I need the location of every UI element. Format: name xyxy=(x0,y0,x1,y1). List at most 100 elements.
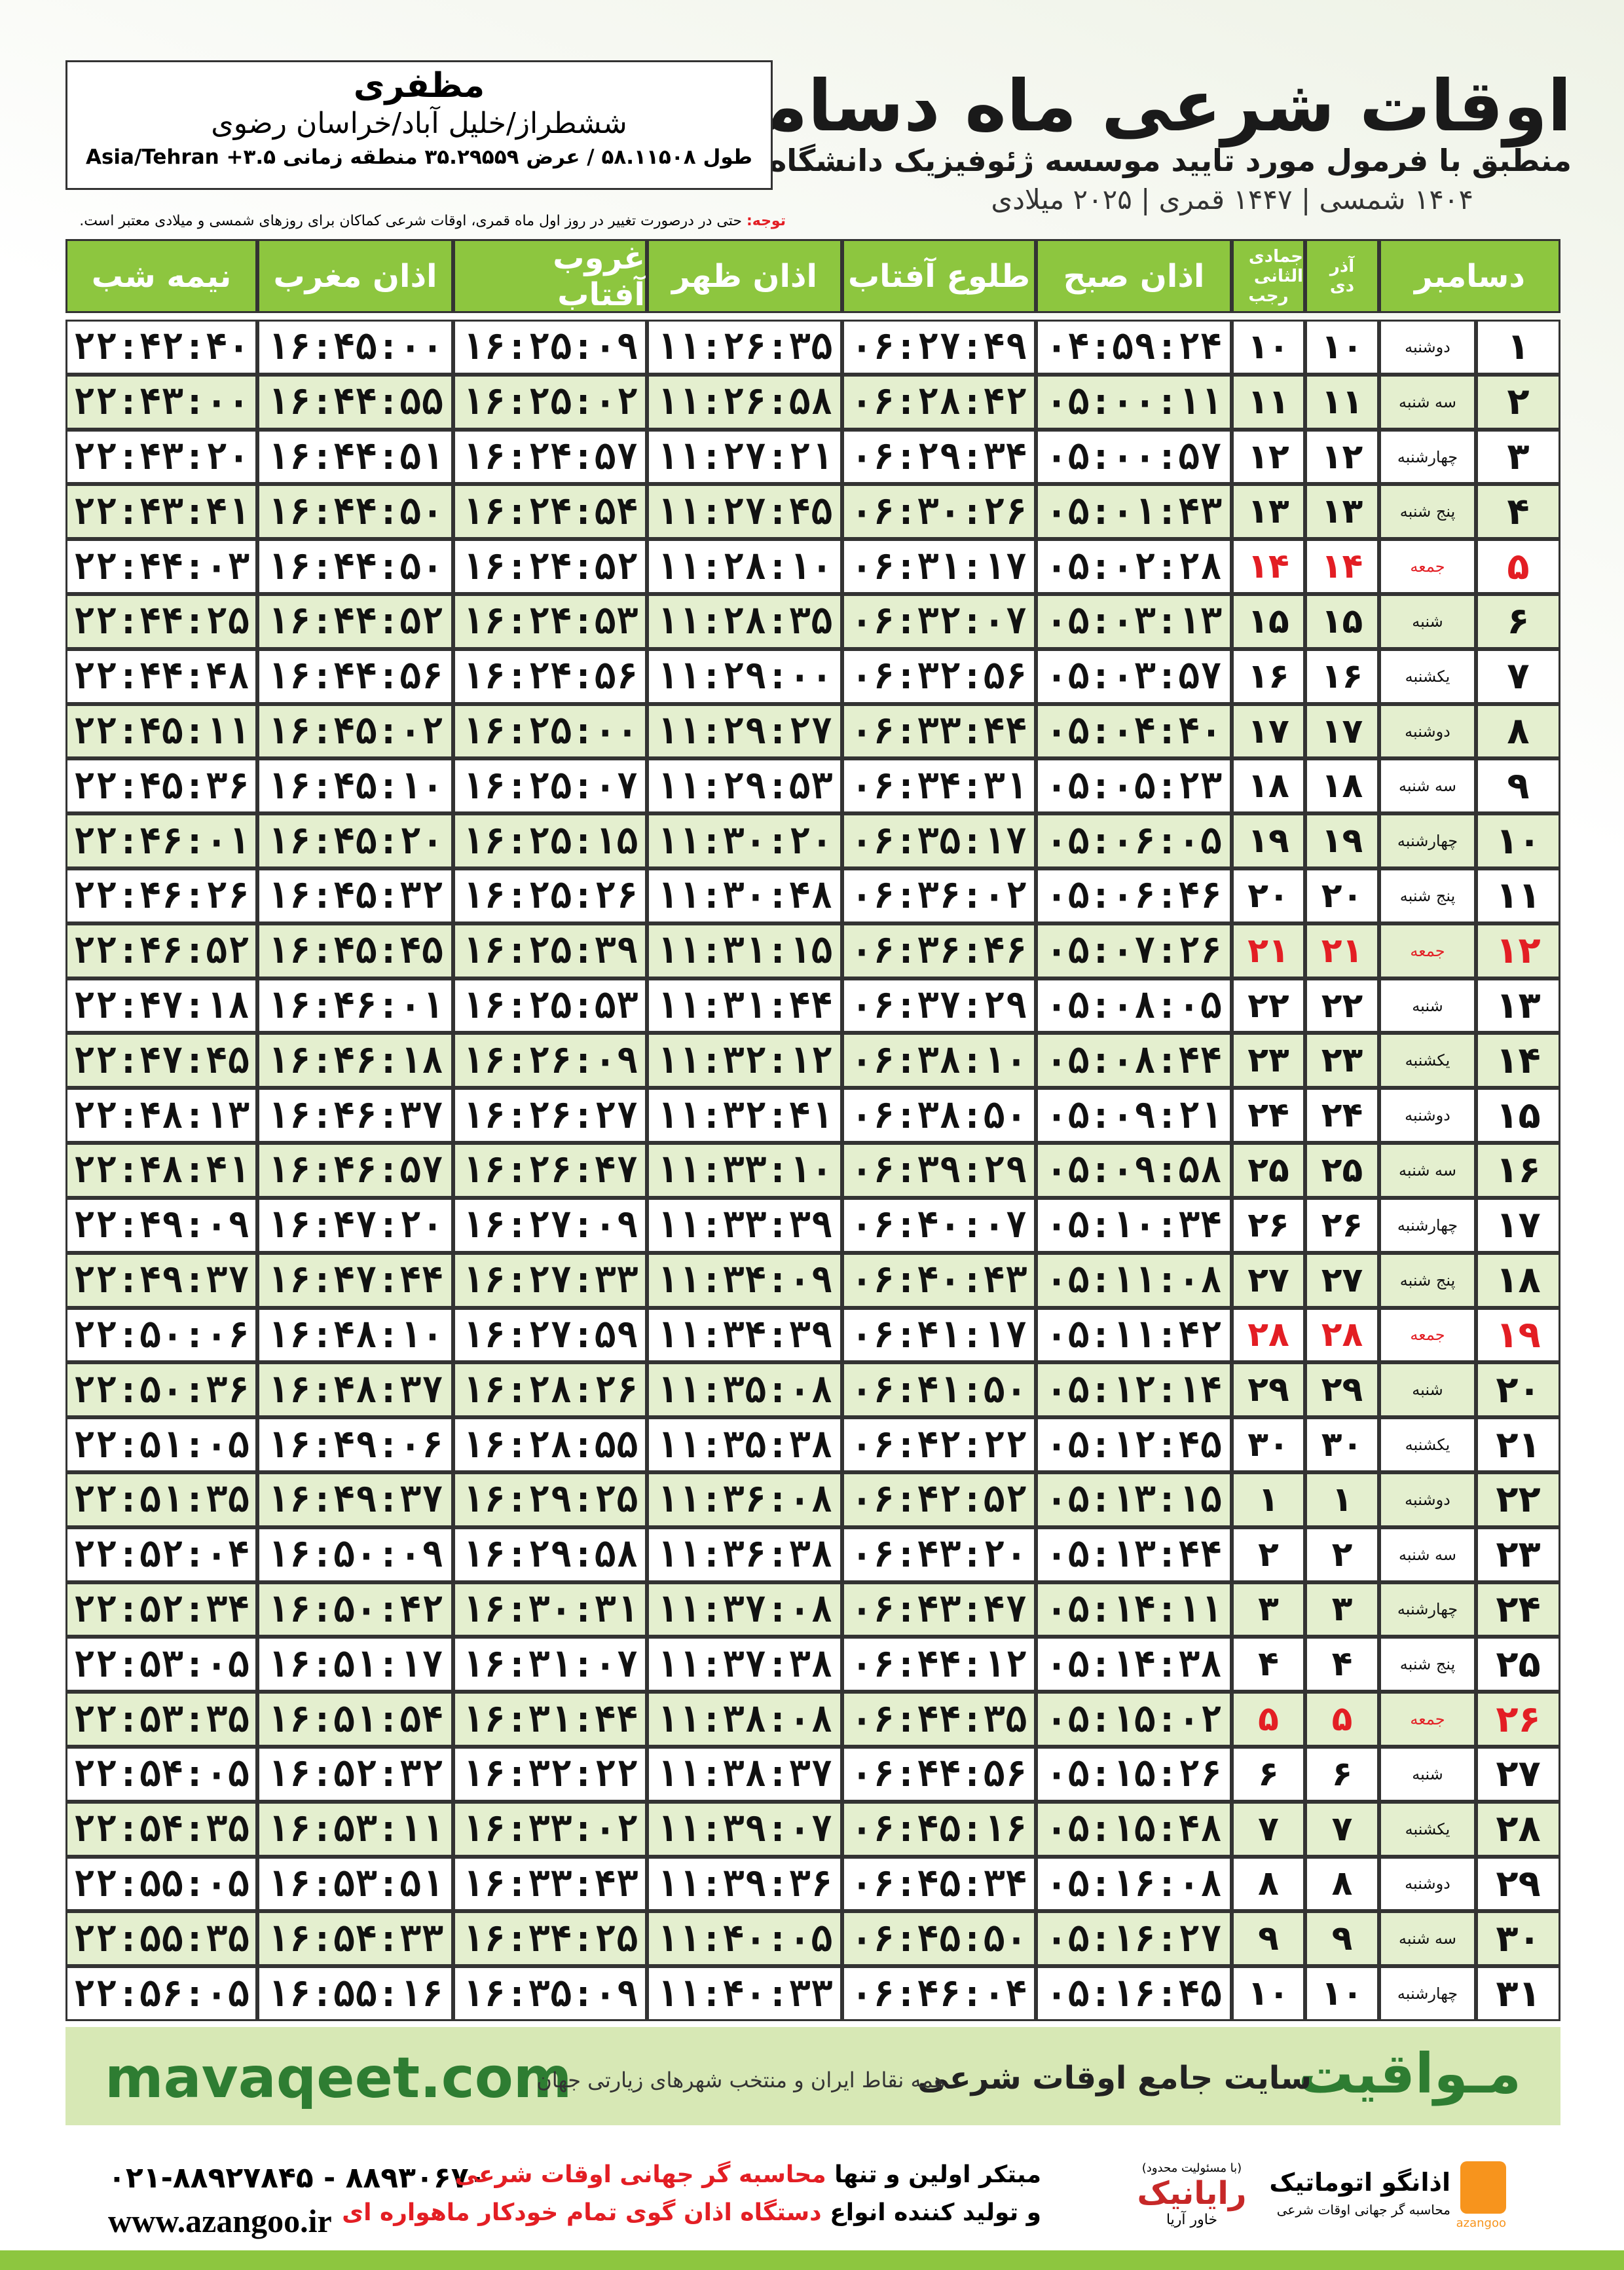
day: ۱۴ xyxy=(1476,1033,1560,1088)
time: ۱۶:۴۹:۳۷ xyxy=(257,1472,453,1527)
weekday: سه شنبه xyxy=(1379,1527,1476,1582)
time: ۱۱:۲۹:۵۳ xyxy=(647,758,842,814)
time: ۱۶:۲۵:۰۲ xyxy=(453,374,647,430)
shamsi-day: ۹ xyxy=(1305,1911,1379,1967)
header-label: آذر xyxy=(1329,256,1355,276)
shamsi-day: ۵ xyxy=(1305,1692,1379,1747)
time: ۰۶:۳۵:۱۷ xyxy=(842,813,1036,869)
time: ۱۱:۳۹:۳۶ xyxy=(647,1856,842,1912)
shamsi-day: ۲۸ xyxy=(1305,1307,1379,1363)
weekday: سه شنبه xyxy=(1379,1911,1476,1967)
time: ۰۵:۰۱:۴۳ xyxy=(1036,484,1232,540)
hijri-day: ۱۳ xyxy=(1232,484,1305,540)
tagline: سایت جامع اوقات شرعی xyxy=(917,2060,1312,2096)
weekday: جمعه xyxy=(1379,1692,1476,1747)
hijri-day: ۲ xyxy=(1232,1527,1305,1582)
time: ۱۶:۲۵:۳۹ xyxy=(453,923,647,978)
weekday: سه شنبه xyxy=(1379,1143,1476,1198)
time: ۲۲:۵۵:۳۵ xyxy=(65,1911,257,1967)
header-label: رجب xyxy=(1248,286,1289,306)
hijri-day: ۲۰ xyxy=(1232,868,1305,923)
time: ۲۲:۴۷:۱۸ xyxy=(65,978,257,1033)
day: ۱۱ xyxy=(1476,868,1560,923)
weekday: شنبه xyxy=(1379,1362,1476,1418)
hijri-day: ۹ xyxy=(1232,1911,1305,1967)
day: ۱ xyxy=(1476,320,1560,375)
shamsi-day: ۲۴ xyxy=(1305,1088,1379,1144)
time: ۱۱:۲۶:۳۵ xyxy=(647,320,842,375)
time: ۰۵:۱۶:۲۷ xyxy=(1036,1911,1232,1967)
location-box: مظفری ششطراز/خلیل آباد/خراسان رضوی طول ۵… xyxy=(65,60,773,190)
time: ۲۲:۵۳:۰۵ xyxy=(65,1637,257,1692)
time: ۱۶:۵۱:۱۷ xyxy=(257,1637,453,1692)
note-label: توجه: xyxy=(746,213,786,229)
header-time: طلوع آفتاب xyxy=(842,239,1036,313)
time: ۰۴:۵۹:۲۴ xyxy=(1036,320,1232,375)
shamsi-day: ۳ xyxy=(1305,1582,1379,1637)
time: ۱۶:۲۴:۵۴ xyxy=(453,484,647,540)
hijri-day: ۴ xyxy=(1232,1637,1305,1692)
shamsi-day: ۳۰ xyxy=(1305,1417,1379,1472)
shamsi-day: ۷ xyxy=(1305,1801,1379,1857)
text: مبتکر اولین و تنها xyxy=(826,2161,1041,2188)
time: ۱۱:۳۰:۲۰ xyxy=(647,813,842,869)
time: ۱۱:۳۹:۰۷ xyxy=(647,1801,842,1857)
logo-azangoo: azangoo اذانگو اتوماتیک محاسبه گر جهانی … xyxy=(1269,2161,1506,2233)
time: ۱۶:۵۳:۵۱ xyxy=(257,1856,453,1912)
time: ۰۶:۳۰:۲۶ xyxy=(842,484,1036,540)
shamsi-day: ۱۰ xyxy=(1305,320,1379,375)
time: ۱۶:۴۴:۵۲ xyxy=(257,594,453,649)
time: ۰۵:۰۰:۵۷ xyxy=(1036,429,1232,485)
hijri-day: ۲۹ xyxy=(1232,1362,1305,1418)
time: ۲۲:۴۲:۴۰ xyxy=(65,320,257,375)
time: ۰۵:۰۹:۵۸ xyxy=(1036,1143,1232,1198)
time: ۱۶:۵۳:۱۱ xyxy=(257,1801,453,1857)
weekday: دوشنبه xyxy=(1379,703,1476,759)
time: ۱۱:۴۰:۳۳ xyxy=(647,1966,842,2021)
shamsi-day: ۱ xyxy=(1305,1472,1379,1527)
time: ۰۶:۴۰:۰۷ xyxy=(842,1197,1036,1253)
time: ۲۲:۵۲:۳۴ xyxy=(65,1582,257,1637)
day: ۲۶ xyxy=(1476,1692,1560,1747)
time: ۰۵:۱۱:۰۸ xyxy=(1036,1252,1232,1308)
time: ۱۶:۳۳:۴۳ xyxy=(453,1856,647,1912)
shamsi-day: ۱۲ xyxy=(1305,429,1379,485)
shamsi-day: ۲۶ xyxy=(1305,1197,1379,1253)
note: توجه: حتی در درصورت تغییر در روز اول ماه… xyxy=(79,213,786,229)
time: ۰۵:۱۱:۴۲ xyxy=(1036,1307,1232,1363)
time: ۲۲:۴۳:۰۰ xyxy=(65,374,257,430)
header-time: اذان ظهر xyxy=(647,239,842,313)
time: ۲۲:۵۰:۰۶ xyxy=(65,1307,257,1363)
time: ۰۶:۴۵:۳۴ xyxy=(842,1856,1036,1912)
shamsi-day: ۱۳ xyxy=(1305,484,1379,540)
time: ۱۱:۳۱:۴۴ xyxy=(647,978,842,1033)
header-shamsi: آذر دی xyxy=(1305,239,1379,313)
time: ۱۶:۲۴:۵۳ xyxy=(453,594,647,649)
weekday: دوشنبه xyxy=(1379,1472,1476,1527)
time: ۲۲:۵۶:۰۵ xyxy=(65,1966,257,2021)
weekday: سه شنبه xyxy=(1379,758,1476,814)
weekday: شنبه xyxy=(1379,1746,1476,1802)
day: ۴ xyxy=(1476,484,1560,540)
time: ۱۱:۴۰:۰۵ xyxy=(647,1911,842,1967)
day: ۵ xyxy=(1476,539,1560,595)
shamsi-day: ۲۵ xyxy=(1305,1143,1379,1198)
hijri-day: ۶ xyxy=(1232,1746,1305,1802)
time: ۱۶:۲۹:۵۸ xyxy=(453,1527,647,1582)
time: ۱۶:۲۵:۰۷ xyxy=(453,758,647,814)
time: ۱۶:۴۶:۱۸ xyxy=(257,1033,453,1088)
time: ۱۶:۲۷:۰۹ xyxy=(453,1197,647,1253)
weekday: پنج شنبه xyxy=(1379,868,1476,923)
time: ۰۵:۱۲:۴۵ xyxy=(1036,1417,1232,1472)
time: ۱۱:۳۶:۰۸ xyxy=(647,1472,842,1527)
day: ۲ xyxy=(1476,374,1560,430)
time: ۰۵:۰۳:۱۳ xyxy=(1036,594,1232,649)
banner: mavaqeet.com مـواقیت سایت جامع اوقات شرع… xyxy=(65,2027,1560,2125)
weekday: چهارشنبه xyxy=(1379,813,1476,869)
time: ۲۲:۴۳:۲۰ xyxy=(65,429,257,485)
time: ۱۱:۲۸:۱۰ xyxy=(647,539,842,595)
shamsi-day: ۱۶ xyxy=(1305,648,1379,704)
header-time: نیمه شب xyxy=(65,239,257,313)
shamsi-day: ۶ xyxy=(1305,1746,1379,1802)
